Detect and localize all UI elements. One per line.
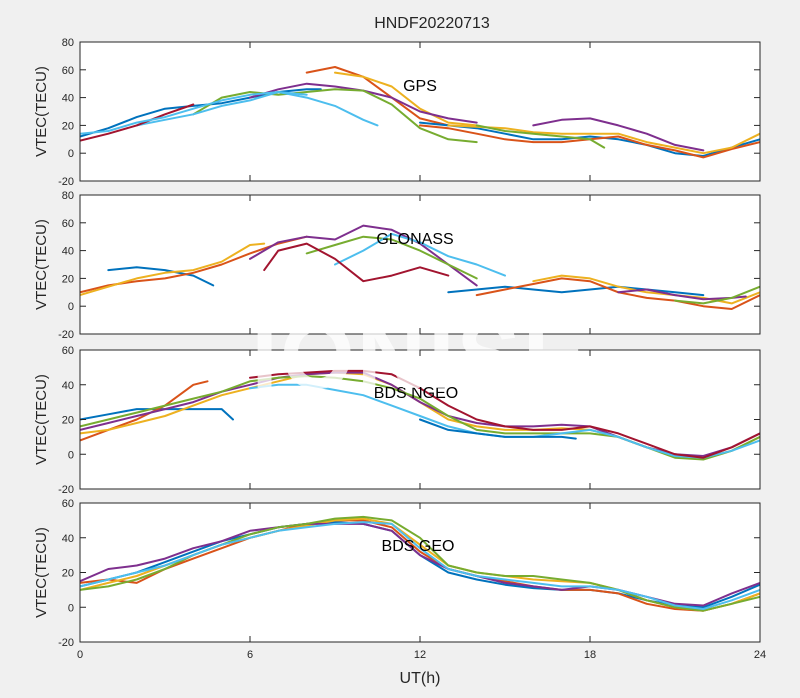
series-line <box>80 242 266 297</box>
y-axis-label: VTEC(TECU) <box>33 66 50 157</box>
series-line <box>80 519 760 612</box>
series-line <box>263 242 450 283</box>
y-axis-label: VTEC(TECU) <box>33 374 50 465</box>
y-tick-label: 60 <box>62 65 74 77</box>
x-tick-label: 12 <box>414 649 426 661</box>
y-tick-label: -20 <box>58 176 74 188</box>
series-line <box>447 285 705 297</box>
y-tick-label: 40 <box>62 93 74 105</box>
series-line <box>419 121 760 157</box>
panel-1: -20 0 20 40 60 80 VTEC(TECU) GLONASS <box>33 190 761 341</box>
series-line <box>532 274 760 305</box>
series-line <box>249 369 760 459</box>
series-group <box>80 224 760 310</box>
plot-area <box>80 503 760 642</box>
panel-label: GPS <box>403 78 437 95</box>
x-tick-label: 0 <box>77 649 83 661</box>
series-line <box>532 117 705 152</box>
y-tick-label: 0 <box>68 602 74 614</box>
series-line <box>419 418 577 440</box>
series-line <box>334 232 506 277</box>
y-tick-label: 40 <box>62 380 74 392</box>
series-line <box>447 124 760 155</box>
y-tick-label: 0 <box>68 301 74 313</box>
y-tick-label: 60 <box>62 218 74 230</box>
series-line <box>475 124 606 149</box>
y-tick-label: 80 <box>62 37 74 49</box>
y-tick-label: 40 <box>62 533 74 545</box>
x-tick-label: 6 <box>247 649 253 661</box>
y-tick-label: 0 <box>68 449 74 461</box>
y-tick-label: 20 <box>62 273 74 285</box>
plot-area <box>80 195 760 334</box>
panel-label: BDS GEO <box>382 538 455 555</box>
y-axis-label: VTEC(TECU) <box>33 219 50 310</box>
series-line <box>249 224 478 287</box>
series-line <box>80 103 195 142</box>
series-line <box>305 235 478 280</box>
series-group <box>80 66 760 159</box>
y-axis-label: VTEC(TECU) <box>33 527 50 618</box>
y-tick-label: 60 <box>62 345 74 357</box>
y-tick-label: 60 <box>62 498 74 510</box>
y-tick-label: -20 <box>58 329 74 341</box>
panel-label: BDS NGEO <box>374 385 458 402</box>
series-group <box>80 369 760 461</box>
x-axis-label: UT(h) <box>400 670 441 687</box>
series-line <box>674 285 760 305</box>
y-tick-label: 80 <box>62 190 74 202</box>
series-line <box>192 88 478 144</box>
y-tick-label: -20 <box>58 484 74 496</box>
series-group <box>80 515 760 612</box>
y-tick-label: -20 <box>58 637 74 649</box>
series-line <box>107 266 215 287</box>
panel-0: -20 0 20 40 60 80 VTEC(TECU) GPS <box>33 37 761 188</box>
panel-label: GLONASS <box>376 231 453 248</box>
y-tick-label: 40 <box>62 246 74 258</box>
x-tick-label: 24 <box>754 649 766 661</box>
panel-2: -20 0 20 40 60 VTEC(TECU) BDS NGEO <box>33 345 761 496</box>
y-tick-label: 20 <box>62 568 74 580</box>
series-line <box>135 91 379 127</box>
watermark: IONISE <box>251 302 588 409</box>
series-line <box>305 66 450 127</box>
series-line <box>80 521 760 610</box>
y-tick-label: 20 <box>62 120 74 132</box>
figure-title: HNDF20220713 <box>374 15 490 32</box>
x-tick-label: 18 <box>584 649 596 661</box>
series-line <box>334 71 478 127</box>
y-tick-label: 0 <box>68 148 74 160</box>
y-tick-label: 20 <box>62 415 74 427</box>
series-line <box>80 91 308 135</box>
